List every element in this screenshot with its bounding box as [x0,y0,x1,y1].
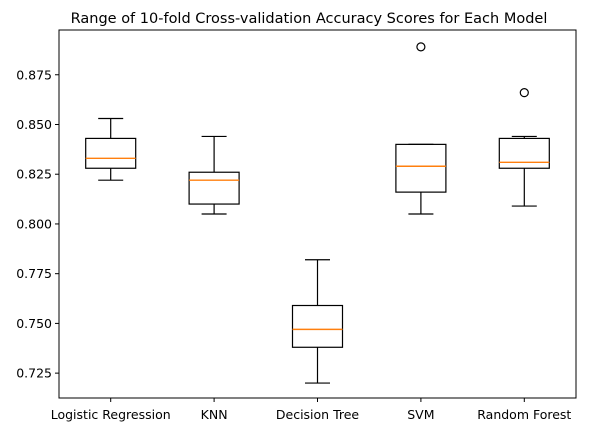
x-tick-label: Decision Tree [276,407,360,422]
x-tick-label: Logistic Regression [51,407,171,422]
box-knn [188,171,240,205]
y-tick-label: 0.825 [16,167,52,182]
y-tick-label: 0.800 [16,216,52,231]
y-tick-label: 0.875 [16,67,52,82]
y-tick-label: 0.775 [16,266,52,281]
y-tick-label: 0.850 [16,117,52,132]
axes-frame [58,29,577,399]
box-random-forest [498,137,550,169]
box-decision-tree [291,304,344,348]
box-svm [395,143,447,193]
y-tick-label: 0.725 [16,366,52,381]
chart-title: Range of 10-fold Cross-validation Accura… [71,11,548,27]
x-tick-label: SVM [407,407,434,422]
y-tick-label: 0.750 [16,316,52,331]
x-tick-label: KNN [201,407,228,422]
box-logistic-regression [85,137,137,169]
flier-random-forest [519,88,529,98]
flier-svm [416,42,426,52]
x-tick-label: Random Forest [477,407,571,422]
